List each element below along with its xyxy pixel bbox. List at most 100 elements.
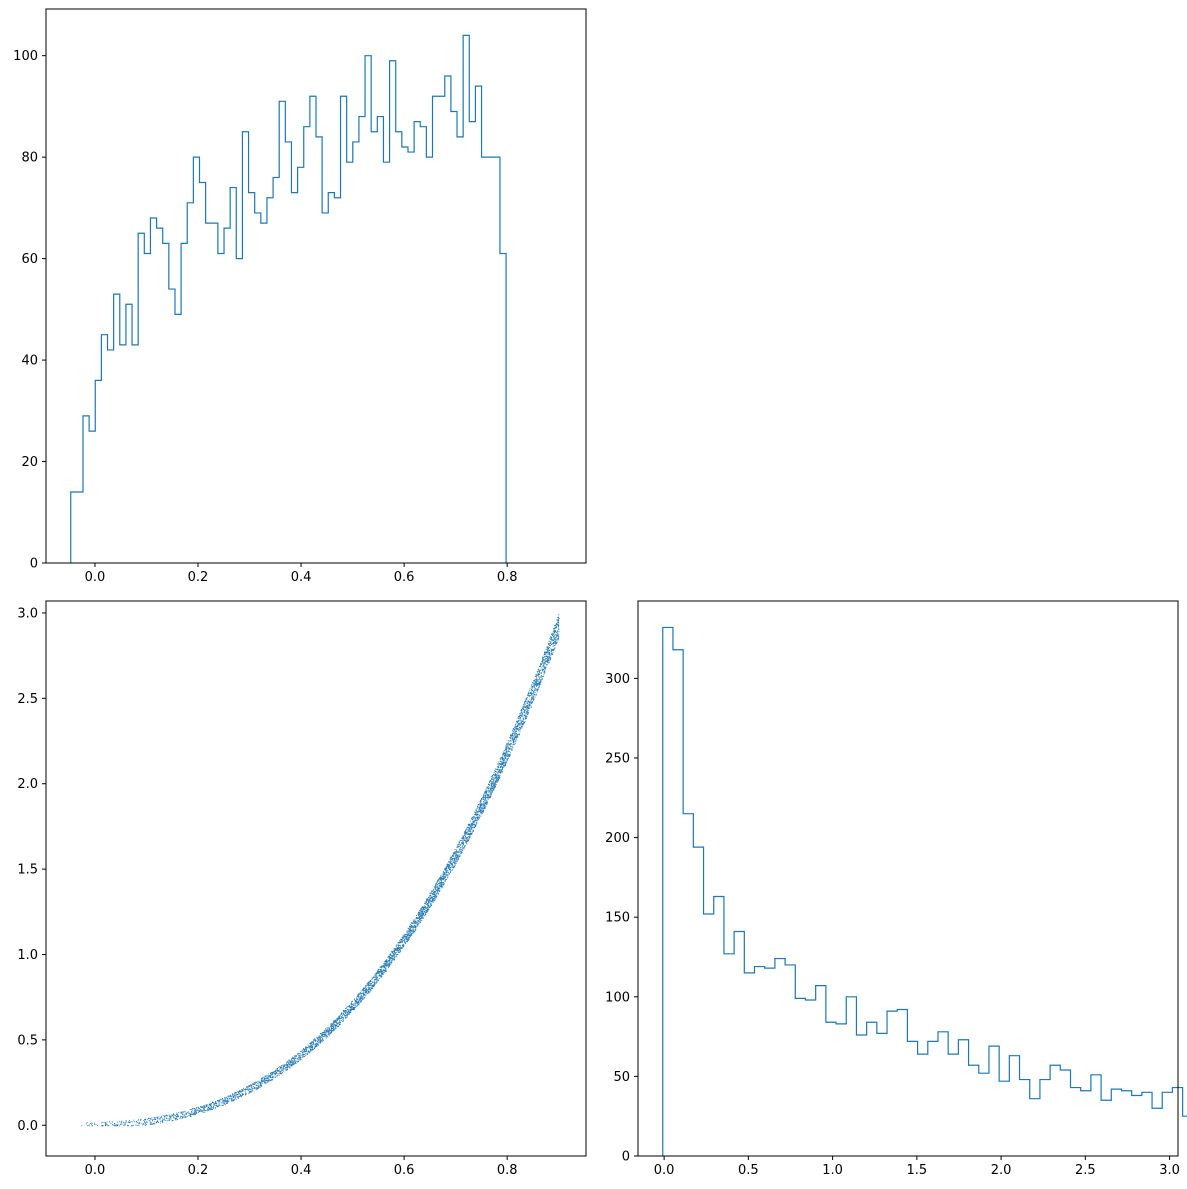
scatter-point xyxy=(507,740,509,742)
scatter-point xyxy=(197,1109,199,1111)
scatter-point xyxy=(484,807,486,809)
scatter-point xyxy=(172,1116,174,1118)
scatter-point xyxy=(278,1066,280,1068)
scatter-point xyxy=(380,970,382,972)
scatter-point xyxy=(497,775,499,777)
scatter-point xyxy=(502,769,504,770)
scatter-point xyxy=(329,1029,331,1031)
scatter-point xyxy=(520,724,522,726)
scatter-point xyxy=(451,859,453,861)
scatter-point xyxy=(311,1041,313,1043)
scatter-point xyxy=(400,939,402,940)
scatter-point xyxy=(525,718,526,720)
scatter-point xyxy=(547,652,549,654)
scatter-point xyxy=(401,945,403,947)
scatter-point xyxy=(520,717,521,719)
scatter-point xyxy=(519,727,520,728)
scatter-point xyxy=(459,849,461,851)
scatter-point xyxy=(374,979,376,981)
scatter-point xyxy=(398,945,399,947)
scatter-point xyxy=(282,1070,284,1072)
scatter-point xyxy=(373,977,374,978)
scatter-point xyxy=(522,723,524,725)
scatter-point xyxy=(554,628,556,630)
scatter-point xyxy=(345,1011,346,1013)
scatter-point xyxy=(481,810,483,812)
scatter-point xyxy=(342,1014,343,1016)
scatter-point xyxy=(381,973,382,975)
scatter-point xyxy=(177,1119,178,1120)
scatter-point xyxy=(345,1010,347,1011)
scatter-point xyxy=(331,1030,333,1032)
scatter-point xyxy=(330,1030,332,1031)
scatter-point xyxy=(194,1114,196,1115)
scatter-point xyxy=(450,857,451,859)
scatter-point xyxy=(483,802,484,804)
scatter-point xyxy=(306,1047,308,1049)
scatter-point xyxy=(455,857,457,859)
scatter-point xyxy=(359,1001,361,1003)
scatter-point xyxy=(388,957,390,959)
scatter-point xyxy=(414,924,415,926)
scatter-point xyxy=(509,746,511,748)
scatter-point xyxy=(203,1108,205,1110)
scatter-point xyxy=(458,844,460,845)
scatter-point xyxy=(517,726,519,727)
scatter-point xyxy=(332,1028,333,1029)
scatter-point xyxy=(523,719,525,720)
scatter-point xyxy=(527,705,529,707)
scatter-point xyxy=(224,1101,226,1103)
scatter-point xyxy=(506,748,507,750)
scatter-point xyxy=(545,651,547,653)
scatter-point xyxy=(375,980,377,982)
scatter-point xyxy=(440,876,442,878)
scatter-point xyxy=(170,1116,171,1118)
scatter-point xyxy=(426,900,428,902)
scatter-point xyxy=(455,853,457,855)
scatter-point xyxy=(220,1098,222,1100)
scatter-point xyxy=(383,967,385,968)
scatter-point xyxy=(411,922,413,923)
scatter-point xyxy=(448,866,449,868)
scatter-point xyxy=(504,752,506,754)
scatter-point xyxy=(471,828,472,829)
scatter-point xyxy=(348,1012,350,1014)
scatter-point xyxy=(287,1064,288,1066)
scatter-point xyxy=(276,1073,278,1074)
scatter-point xyxy=(121,1121,123,1123)
scatter-point xyxy=(444,872,446,873)
scatter-point xyxy=(469,834,471,836)
scatter-point xyxy=(535,680,537,682)
scatter-point xyxy=(498,761,500,763)
scatter-point xyxy=(522,720,524,722)
scatter-point xyxy=(551,650,553,652)
scatter-point xyxy=(475,822,477,824)
scatter-point xyxy=(182,1111,184,1113)
scatter-point xyxy=(524,710,526,712)
scatter-point xyxy=(234,1093,236,1095)
scatter-point xyxy=(556,638,558,640)
scatter-point xyxy=(249,1085,251,1086)
scatter-point xyxy=(554,645,556,646)
scatter-point xyxy=(376,980,378,982)
scatter-point xyxy=(211,1108,212,1110)
scatter-point xyxy=(525,709,527,711)
scatter-point xyxy=(547,660,549,661)
scatter-point xyxy=(297,1057,298,1059)
scatter-point xyxy=(209,1103,211,1105)
scatter-point xyxy=(459,855,461,857)
scatter-point xyxy=(543,664,545,666)
scatter-point xyxy=(221,1101,223,1103)
scatter-point xyxy=(513,738,515,739)
scatter-point xyxy=(466,827,468,829)
scatter-point xyxy=(271,1072,272,1074)
scatter-point xyxy=(483,801,484,802)
scatter-point xyxy=(508,753,510,755)
scatter-point xyxy=(505,758,506,759)
scatter-point xyxy=(362,998,364,1000)
scatter-point xyxy=(374,982,376,984)
scatter-point xyxy=(435,895,437,897)
scatter-point xyxy=(525,698,527,700)
scatter-point xyxy=(189,1113,191,1115)
scatter-point xyxy=(433,895,435,897)
